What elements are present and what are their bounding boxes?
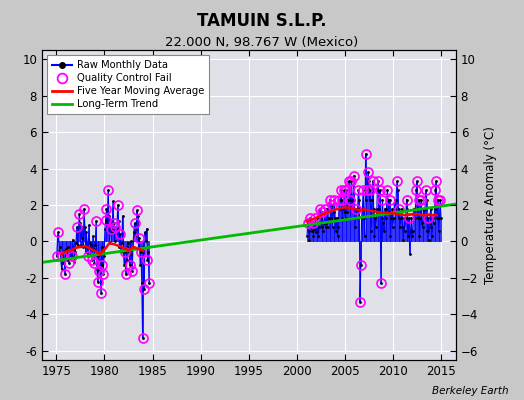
Legend: Raw Monthly Data, Quality Control Fail, Five Year Moving Average, Long-Term Tren: Raw Monthly Data, Quality Control Fail, …	[47, 55, 209, 114]
Text: 22.000 N, 98.767 W (Mexico): 22.000 N, 98.767 W (Mexico)	[166, 36, 358, 49]
Text: TAMUIN S.L.P.: TAMUIN S.L.P.	[197, 12, 327, 30]
Y-axis label: Temperature Anomaly (°C): Temperature Anomaly (°C)	[484, 126, 497, 284]
Text: Berkeley Earth: Berkeley Earth	[432, 386, 508, 396]
